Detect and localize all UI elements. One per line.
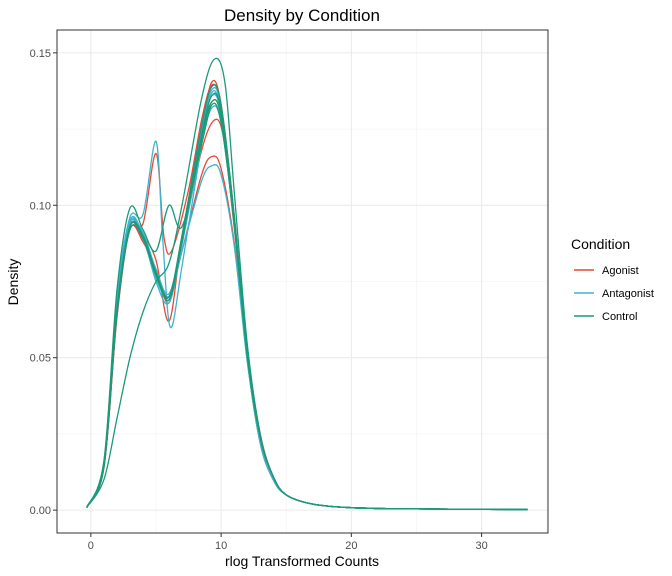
legend: Condition Agonist Antagonist Control [571, 236, 654, 323]
density-line-control-15 [86, 99, 528, 511]
x-tick-label: 0 [88, 540, 94, 552]
legend-title: Condition [571, 236, 630, 252]
chart-title: Density by Condition [224, 6, 380, 25]
legend-label-agonist: Agonist [602, 265, 639, 277]
x-axis-title: rlog Transformed Counts [225, 553, 379, 569]
panel-border [56, 29, 549, 534]
plot-panel [56, 29, 549, 534]
grid-minor [57, 30, 548, 533]
y-tick-label: 0.15 [30, 48, 51, 60]
y-axis-title: Density [5, 259, 21, 306]
x-tick-label: 20 [345, 540, 357, 552]
legend-entries: Agonist Antagonist Control [574, 265, 654, 323]
legend-label-control: Control [602, 311, 637, 323]
legend-label-antagonist: Antagonist [602, 288, 654, 300]
x-tick-label: 30 [475, 540, 487, 552]
y-tick-label: 0.00 [30, 505, 51, 517]
grid-major [57, 30, 548, 533]
series-layer [86, 57, 528, 511]
x-tick-label: 10 [215, 540, 227, 552]
y-tick-label: 0.10 [30, 200, 51, 212]
y-tick-label: 0.05 [30, 353, 51, 365]
y-axis: 0.00 0.05 0.10 0.15 [30, 48, 57, 517]
x-axis: 0 10 20 30 [88, 533, 488, 552]
